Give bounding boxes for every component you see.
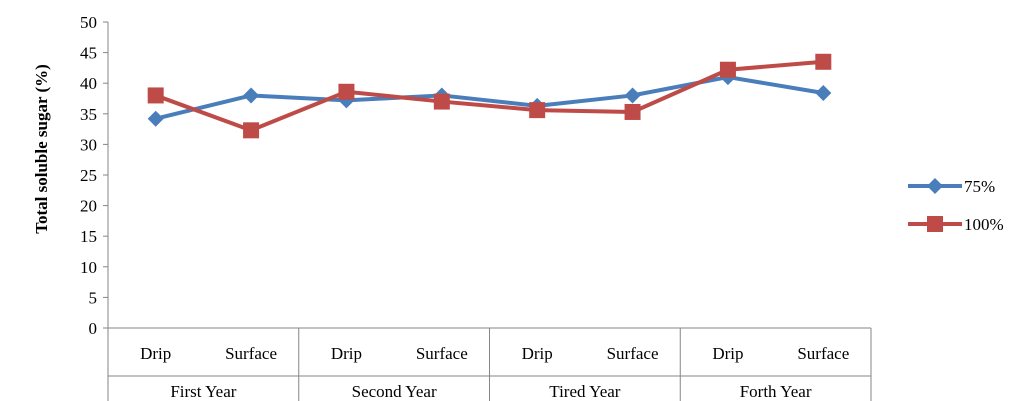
axes bbox=[103, 21, 872, 401]
x-group-labels: First Year Second Year Tired Year Forth Yea… bbox=[170, 382, 812, 401]
y-tick-label: 25 bbox=[80, 166, 97, 185]
legend-marker bbox=[927, 216, 943, 232]
legend-label: 100% bbox=[964, 215, 1004, 234]
legend-label: 75% bbox=[964, 177, 995, 196]
x-group-label: Tired Year bbox=[549, 382, 621, 401]
y-axis-label: Total soluble sugar (%) bbox=[32, 64, 51, 234]
y-tick-label: 50 bbox=[80, 13, 97, 32]
y-tick-label: 30 bbox=[80, 135, 97, 154]
legend-marker bbox=[927, 178, 943, 194]
series-2 bbox=[147, 53, 832, 139]
y-tick-label: 15 bbox=[80, 227, 97, 246]
y-tick-labels: 0 5 10 15 20 25 30 35 40 45 50 bbox=[80, 13, 97, 338]
data-point bbox=[147, 110, 164, 127]
y-tick-label: 40 bbox=[80, 74, 97, 93]
data-point bbox=[243, 122, 260, 139]
x-category-label: Surface bbox=[607, 344, 659, 363]
x-category-label: Surface bbox=[416, 344, 468, 363]
x-category-label: Surface bbox=[225, 344, 277, 363]
series-line bbox=[155, 59, 824, 133]
data-point bbox=[433, 93, 450, 110]
series-line bbox=[155, 75, 824, 121]
y-tick-label: 0 bbox=[89, 319, 98, 338]
legend-item: 100% bbox=[908, 215, 1004, 234]
data-point bbox=[624, 103, 641, 120]
x-group-label: Forth Year bbox=[740, 382, 812, 401]
plot-area bbox=[147, 53, 832, 139]
x-category-label: Drip bbox=[140, 344, 171, 363]
y-tick-label: 20 bbox=[80, 197, 97, 216]
x-category-label: Drip bbox=[522, 344, 553, 363]
x-group-label: First Year bbox=[170, 382, 236, 401]
x-group-label: Second Year bbox=[352, 382, 437, 401]
data-point bbox=[815, 84, 832, 101]
data-point bbox=[147, 87, 164, 104]
y-tick-label: 5 bbox=[89, 288, 98, 307]
x-category-label: Drip bbox=[331, 344, 362, 363]
data-point bbox=[338, 83, 355, 100]
data-point bbox=[719, 61, 736, 78]
data-point bbox=[243, 87, 260, 104]
data-point bbox=[815, 53, 832, 70]
y-tick-label: 35 bbox=[80, 105, 97, 124]
data-point bbox=[529, 102, 546, 119]
y-tick-label: 10 bbox=[80, 258, 97, 277]
data-point bbox=[624, 87, 641, 104]
x-category-labels: Drip Surface Drip Surface Drip Surface Drip Sur… bbox=[140, 344, 849, 363]
x-category-label: Surface bbox=[797, 344, 849, 363]
y-tick-label: 45 bbox=[80, 44, 97, 63]
x-category-label: Drip bbox=[712, 344, 743, 363]
legend: 75% 100% bbox=[908, 177, 1004, 234]
legend-item: 75% bbox=[908, 177, 995, 196]
